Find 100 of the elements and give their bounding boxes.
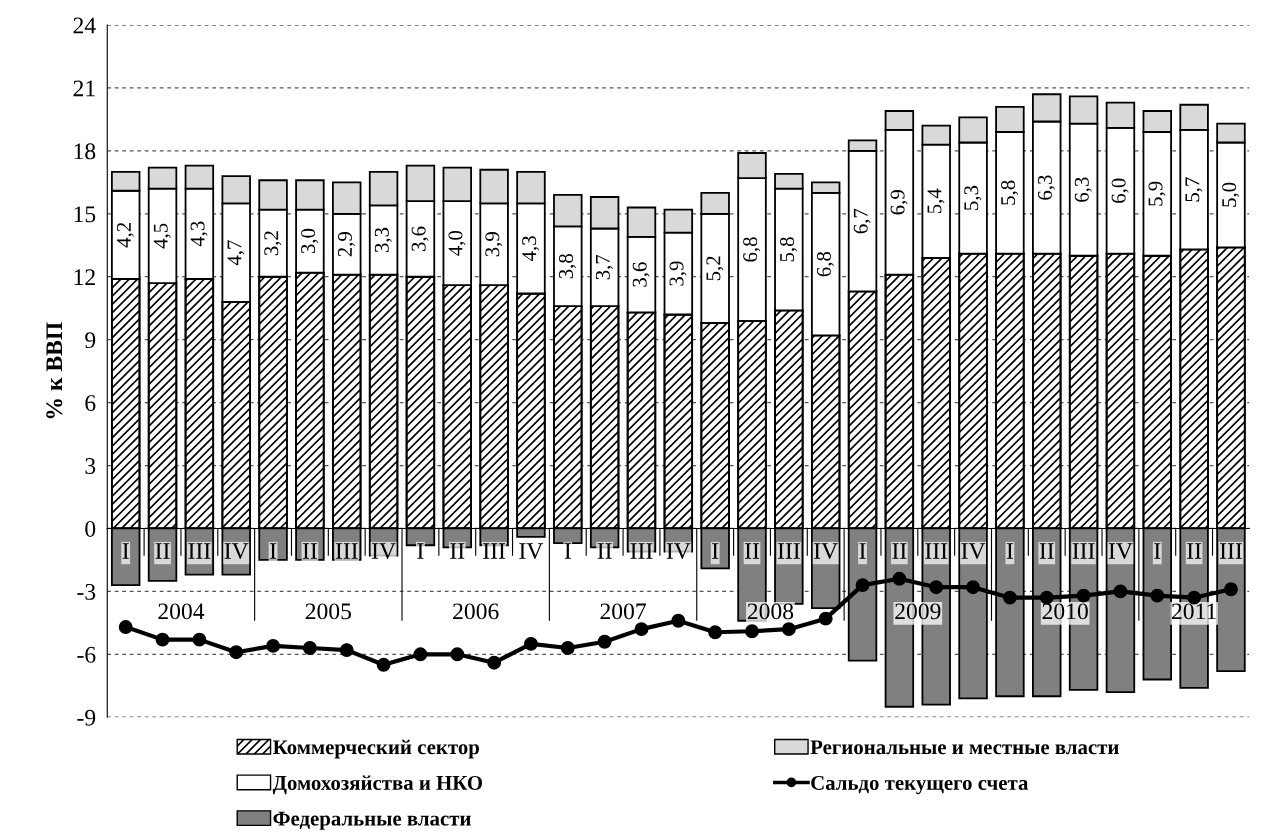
point	[781, 622, 796, 637]
x-tick-label: IV	[1108, 543, 1133, 560]
data-label: 3,9	[669, 261, 687, 286]
x-tick-label: II	[1039, 543, 1054, 559]
x-tick-label: I	[712, 543, 719, 559]
y-tick-label: -6	[77, 646, 96, 663]
x-tick-label: IV	[814, 543, 838, 560]
data-label: 4,2	[116, 222, 134, 248]
data-label: 4,0	[448, 230, 466, 256]
x-tick-label: II	[745, 543, 760, 559]
data-label: 6,7	[853, 208, 871, 234]
data-label: 3,3	[374, 227, 392, 253]
data-label: 6,8	[816, 251, 834, 277]
y-tick-label: 6	[85, 395, 96, 412]
data-label: 4,3	[522, 236, 540, 262]
point	[266, 638, 281, 653]
legend-label: Федеральные власти	[273, 811, 471, 830]
annotation: 2005	[305, 603, 352, 620]
data-label: 5,3	[964, 185, 982, 210]
point	[487, 655, 502, 670]
y-tick-label: 24	[73, 17, 96, 34]
legend-label: Сальдо текущего счета	[811, 775, 1029, 795]
point	[376, 657, 391, 672]
point	[745, 624, 759, 639]
data-label: 5,9	[1148, 181, 1166, 206]
data-label: 4,3	[190, 221, 208, 247]
x-tick-label: IV	[519, 543, 544, 560]
x-tick-label: I	[859, 543, 866, 559]
annotation: 2004	[158, 603, 205, 620]
y-tick-label: 0	[85, 520, 96, 537]
legend-label: Коммерческий сектор	[272, 739, 480, 759]
x-tick-label: III	[483, 543, 506, 559]
data-label: 6,3	[1074, 177, 1092, 202]
data-label: 6,8	[743, 237, 761, 262]
x-tick-label: II	[1187, 543, 1202, 559]
point	[560, 641, 575, 655]
annotation: 2011	[1171, 603, 1216, 620]
x-tick-label: II	[597, 543, 612, 559]
data-label: 5,0	[1222, 182, 1240, 207]
point	[671, 613, 686, 628]
data-label: 3,6	[632, 262, 650, 287]
x-tick-label: III	[1220, 543, 1242, 559]
point	[1002, 590, 1017, 605]
x-tick-label: III	[925, 543, 948, 559]
point	[192, 632, 207, 647]
x-tick-label: IV	[961, 543, 986, 560]
annotation: 2008	[747, 603, 794, 620]
y-axis-title: % к ВВП	[46, 322, 63, 419]
point	[634, 622, 649, 637]
data-label: 3,0	[301, 228, 319, 254]
point	[708, 625, 723, 640]
x-tick-label: IV	[224, 543, 249, 560]
data-label: 3,2	[264, 231, 282, 256]
data-label: 3,7	[595, 254, 613, 280]
data-label: 3,8	[558, 254, 577, 279]
x-tick-label: I	[417, 543, 424, 559]
y-tick-label: 3	[85, 458, 96, 474]
point	[1113, 584, 1128, 599]
data-label: 4,7	[227, 240, 245, 266]
data-label: 5,2	[706, 256, 724, 281]
x-tick-label: II	[155, 543, 170, 559]
data-label: 5,8	[780, 237, 798, 262]
y-tick-label: -9	[77, 709, 96, 726]
x-tick-label: III	[630, 543, 653, 559]
x-tick-label: I	[122, 543, 129, 559]
point	[302, 641, 317, 655]
point	[1224, 582, 1238, 597]
y-tick-label: 21	[73, 80, 95, 97]
x-tick-label: II	[302, 543, 317, 559]
x-tick-label: IV	[666, 543, 691, 560]
point	[966, 580, 981, 595]
point	[339, 643, 354, 658]
y-tick-label: 18	[74, 143, 96, 160]
point	[1076, 588, 1091, 603]
x-tick-label: III	[335, 543, 358, 559]
x-tick-label: II	[892, 543, 907, 559]
y-tick-label: 12	[74, 269, 95, 285]
x-tick-label: III	[777, 543, 800, 559]
data-label: 5,8	[1001, 180, 1019, 205]
x-tick-label: III	[1072, 543, 1095, 559]
data-label: 3,9	[485, 232, 503, 257]
data-label: 2,9	[337, 232, 355, 257]
point	[818, 611, 833, 626]
annotation: 2006	[453, 603, 499, 620]
point	[1150, 588, 1165, 603]
x-tick-label: I	[1006, 543, 1014, 559]
point	[855, 578, 870, 593]
y-tick-label: -3	[77, 583, 96, 600]
x-tick-label: I	[564, 543, 571, 559]
point	[892, 571, 907, 586]
annotation: 2009	[895, 603, 941, 620]
x-tick-label: IV	[371, 543, 396, 560]
point	[597, 634, 612, 649]
data-label: 6,9	[890, 190, 908, 215]
data-label: 6,3	[1037, 175, 1055, 200]
x-tick-label: I	[269, 543, 277, 559]
legend-label: Региональные и местные власти	[810, 740, 1119, 755]
data-label: 5,4	[927, 188, 945, 214]
x-tick-label: III	[188, 543, 211, 559]
y-tick-label: 9	[85, 332, 96, 349]
